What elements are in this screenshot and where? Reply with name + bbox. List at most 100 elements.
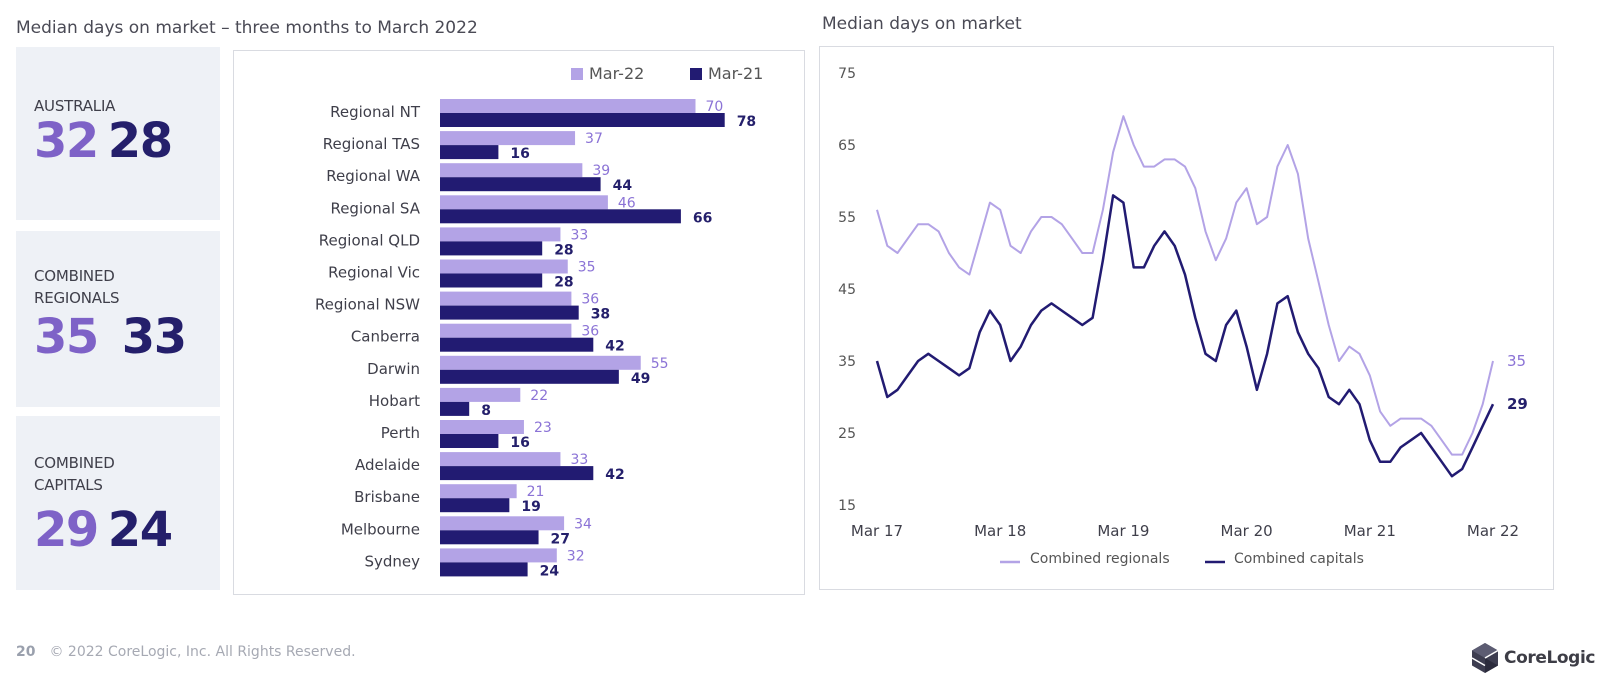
bar-mar21 [440,113,725,127]
bar-mar22 [440,195,608,210]
data-label-mar22: 32 [567,548,585,564]
data-label-mar22: 33 [570,452,588,468]
stat-label: COMBINED CAPITALS [34,454,115,494]
stat-card-combined-capitals: COMBINED CAPITALS 29 24 [16,416,220,590]
stat-value-mar21: 24 [107,502,173,558]
y-tick-label: 25 [838,426,856,442]
bar-mar22 [440,131,576,146]
data-label-mar22: 36 [581,324,599,340]
bar-mar21 [440,305,579,320]
category-label: Darwin [367,360,420,378]
data-label-mar22: 37 [585,131,603,147]
data-label-mar22: 22 [530,388,548,404]
bar-mar22 [440,452,561,467]
bar-mar21 [440,369,619,384]
legend-swatch-mar21 [690,68,702,80]
bar-mar22 [440,516,565,531]
x-tick-label: Mar 20 [1221,522,1273,540]
category-label: Canberra [351,328,420,346]
x-tick-label: Mar 22 [1467,522,1519,540]
category-label: Regional TAS [323,135,420,153]
data-label-mar22: 36 [581,292,599,308]
bar-mar22 [440,227,561,242]
right-chart-title: Median days on market [822,14,1022,34]
data-label-mar22: 39 [592,163,610,179]
data-label-mar21: 16 [510,435,529,451]
data-label-mar21: 49 [631,371,650,387]
data-label-mar22: 35 [578,260,596,276]
category-label: Hobart [369,392,420,410]
series-line-combined-capitals [875,194,1495,478]
y-tick-label: 75 [838,66,856,82]
page-number: 20 [16,644,36,660]
category-label: Melbourne [341,520,420,538]
stat-label: COMBINED REGIONALS [34,267,120,307]
data-label-mar21: 66 [693,210,712,226]
data-label-mar21: 28 [554,275,573,291]
bar-mar21 [440,530,539,545]
stat-card-australia: AUSTRALIA 32 28 [16,47,220,220]
bar-mar21 [440,434,499,448]
logo-text: CoreLogic [1504,648,1596,668]
bar-mar22 [440,548,557,563]
stat-label: AUSTRALIA [34,97,116,115]
data-label-mar22: 23 [534,420,552,436]
legend-label-mar21: Mar-21 [708,64,763,83]
stat-card-combined-regionals: COMBINED REGIONALS 35 33 [16,231,220,407]
x-tick-label: Mar 18 [974,522,1026,540]
line-chart-panel: 15 25 35 45 55 65 75 Mar 17 Mar 18 Mar 19 Mar 20 Ma… [819,46,1554,590]
category-label: Sydney [364,552,420,570]
legend-label-mar22: Mar-22 [589,64,644,83]
y-tick-label: 55 [838,210,856,226]
category-label: Adelaide [355,456,420,474]
category-label: Regional Vic [328,264,420,282]
data-label-mar21: 8 [481,403,491,419]
y-tick-label: 35 [838,354,856,370]
stat-value-mar21: 28 [107,113,173,169]
data-label-mar21: 78 [737,114,756,130]
category-label: Regional NSW [315,296,420,314]
stat-value-mar22: 29 [34,502,99,558]
bar-mar21 [440,562,528,577]
y-tick-label: 65 [838,138,856,154]
legend-swatch-mar22 [571,68,583,80]
data-label-mar21: 42 [605,339,624,355]
x-tick-label: Mar 19 [1097,522,1149,540]
end-label: 29 [1507,395,1528,413]
bar-mar21 [440,177,601,192]
y-tick-label: 45 [838,282,856,298]
data-label-mar21: 19 [521,499,540,515]
line-chart: 15 25 35 45 55 65 75 Mar 17 Mar 18 Mar 19 Mar 20 Ma… [838,66,1528,567]
bar-mar21 [440,498,510,513]
bar-mar21 [440,401,470,416]
bar-mar22 [440,484,517,499]
bar-mar22 [440,99,696,113]
data-label-mar22: 21 [527,484,545,500]
corelogic-logo-icon [1471,643,1499,673]
data-label-mar21: 27 [551,531,570,547]
bar-mar22 [440,387,521,402]
data-label-mar21: 44 [613,178,633,194]
bar-mar21 [440,273,543,288]
category-label: Regional QLD [319,231,420,249]
corelogic-logo: CoreLogic [1470,642,1595,674]
y-tick-label: 15 [838,498,856,514]
category-label: Brisbane [354,488,420,506]
copyright-text: © 2022 CoreLogic, Inc. All Rights Reserv… [49,644,356,660]
bar-mar21 [440,466,594,481]
footer: 20 © 2022 CoreLogic, Inc. All Rights Rese… [16,644,356,660]
bar-mar21 [440,145,499,160]
category-label: Perth [381,424,420,442]
legend-label-combined-regionals: Combined regionals [1030,551,1170,567]
bar-mar22 [440,420,524,434]
data-label-mar21: 42 [605,467,624,483]
bar-mar22 [440,259,568,274]
bar-chart-panel: Mar-22 Mar-21 Regional NT 70 78 Regional TAS 3… [233,50,805,595]
data-label-mar22: 46 [618,195,636,211]
x-tick-label: Mar 21 [1344,522,1396,540]
category-label: Regional NT [330,103,421,121]
series-line-combined-regionals [876,115,1494,456]
stat-value-mar22: 32 [34,113,99,169]
bar-mar21 [440,337,594,352]
data-label-mar21: 38 [591,307,610,323]
